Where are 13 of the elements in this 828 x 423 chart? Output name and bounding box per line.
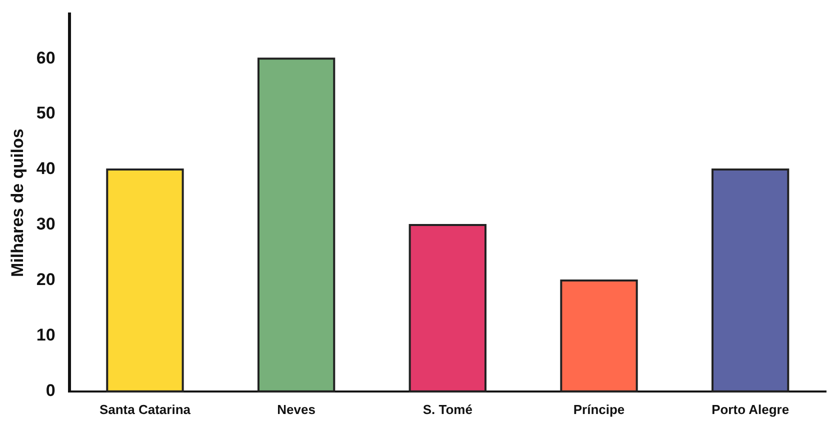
y-tick-label: 20 <box>36 270 56 290</box>
y-tick-label: 10 <box>36 326 56 345</box>
y-tick-label: 40 <box>36 159 56 178</box>
x-tick-label: Porto Alegre <box>712 402 790 417</box>
x-tick-label: Santa Catarina <box>99 402 192 417</box>
y-tick-label: 30 <box>36 214 56 234</box>
y-tick-label: 60 <box>36 48 56 68</box>
y-tick-label: 0 <box>46 381 56 400</box>
x-tick-label: Príncipe <box>573 402 625 417</box>
y-axis-title: Milhares de quilos <box>8 128 27 277</box>
x-tick-label: S. Tomé <box>422 402 472 417</box>
y-tick-label: 50 <box>36 104 56 123</box>
x-tick-label: Neves <box>277 402 316 417</box>
